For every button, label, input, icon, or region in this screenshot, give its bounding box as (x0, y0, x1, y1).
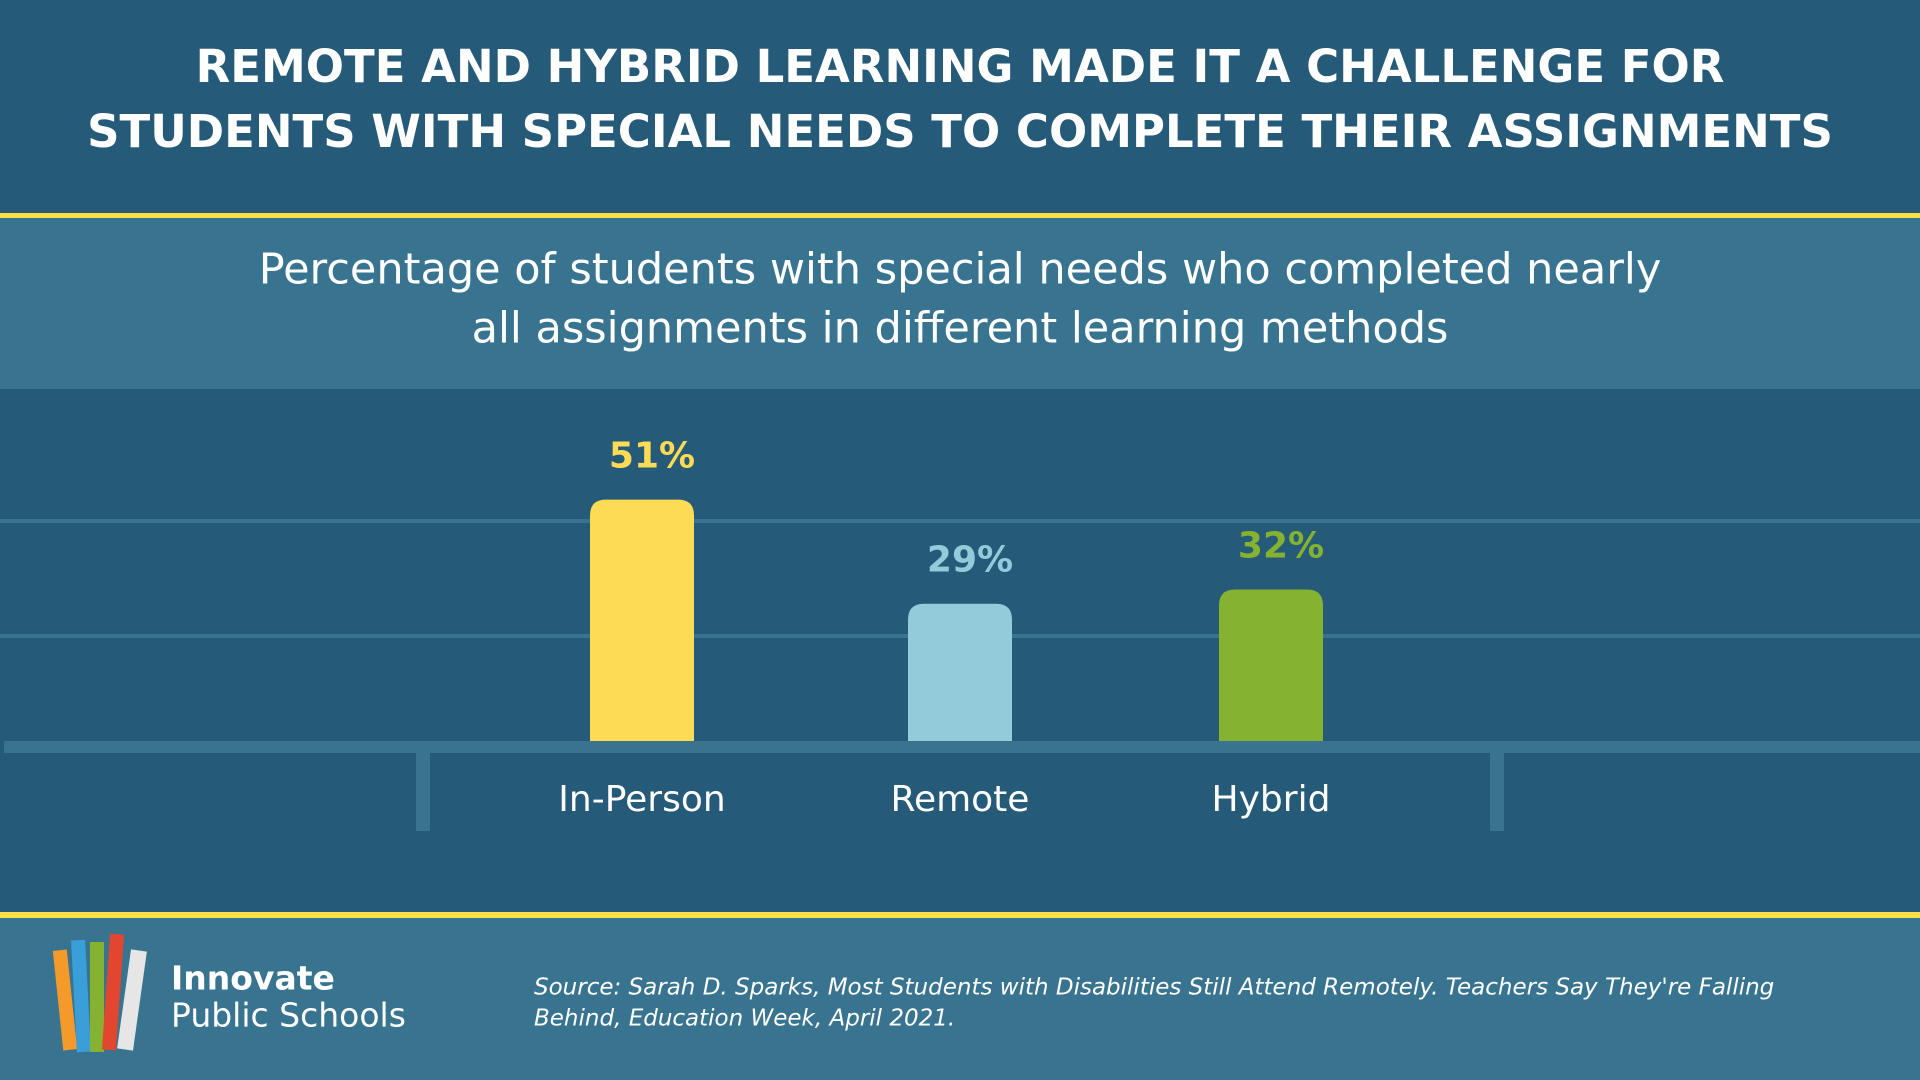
header-bg (0, 0, 1920, 213)
title: REMOTE AND HYBRID LEARNING MADE IT A CHA… (196, 40, 1725, 93)
baseline (4, 741, 1920, 753)
divider (0, 213, 1920, 218)
title: STUDENTS WITH SPECIAL NEEDS TO COMPLETE … (87, 105, 1833, 158)
baseline-leg (1490, 753, 1504, 831)
source: Behind, Education Week, April 2021. (534, 1006, 955, 1032)
subtitle-bg (0, 218, 1920, 389)
value-label: 51% (609, 436, 695, 477)
bar (1219, 589, 1323, 741)
bar (590, 499, 694, 741)
logo-text: Innovate (171, 959, 335, 998)
value-label: 32% (1238, 526, 1324, 567)
subtitle: all assignments in different learning me… (472, 304, 1449, 354)
baseline-leg (416, 753, 430, 831)
footer-bg (0, 918, 1920, 1080)
divider (0, 912, 1920, 918)
value-label: 29% (927, 540, 1013, 581)
x-tick-label: In-Person (558, 779, 725, 820)
logo-text: Public Schools (171, 996, 406, 1035)
x-tick-label: Hybrid (1212, 779, 1331, 820)
x-tick-label: Remote (891, 779, 1030, 820)
logo (52, 933, 147, 1053)
bar (908, 603, 1012, 741)
source: Source: Sarah D. Sparks, Most Students w… (534, 975, 1774, 1001)
subtitle: Percentage of students with special need… (259, 245, 1662, 295)
